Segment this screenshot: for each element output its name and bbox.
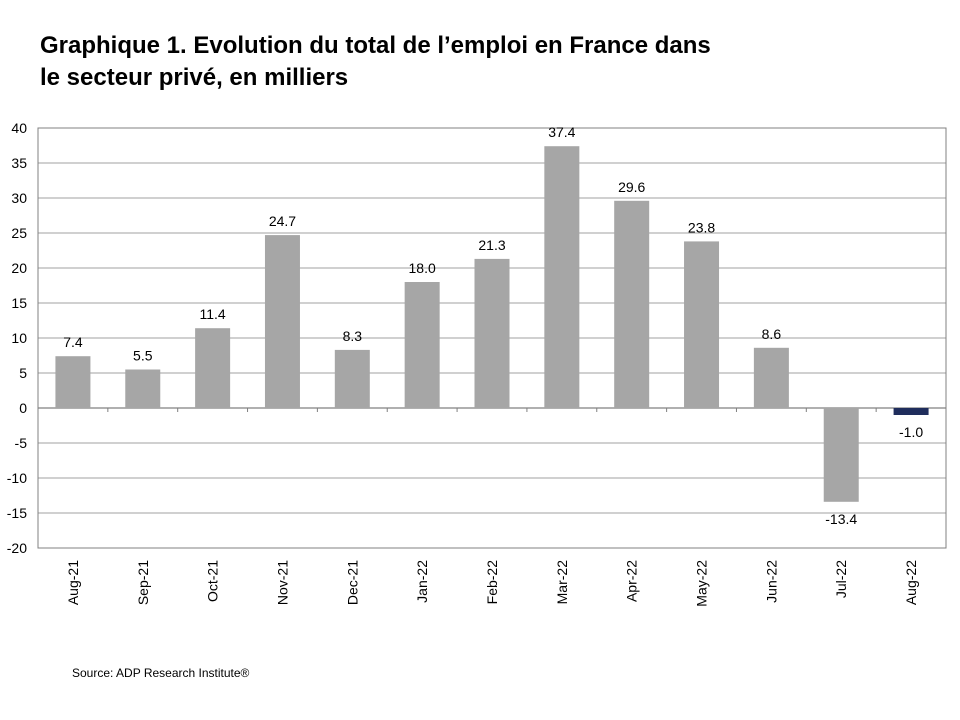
x-tick-label: Dec-21	[344, 560, 360, 605]
y-tick-label: 0	[19, 400, 27, 416]
x-tick-label: Jan-22	[414, 560, 430, 603]
x-tick-label: Jun-22	[763, 560, 779, 603]
y-tick-label: 25	[11, 225, 27, 241]
x-tick-label: May-22	[694, 560, 710, 607]
data-label: 8.6	[762, 326, 782, 342]
y-tick-label: -15	[7, 505, 27, 521]
data-label: 29.6	[618, 179, 645, 195]
chart-title-line-2: le secteur privé, en milliers	[40, 64, 349, 91]
data-label: 5.5	[133, 348, 153, 364]
bar	[334, 349, 370, 408]
data-label: 23.8	[688, 219, 715, 235]
bar	[55, 356, 91, 408]
y-tick-label: 30	[11, 190, 27, 206]
x-tick-label: Sep-21	[135, 560, 151, 605]
x-tick-label: Jul-22	[833, 560, 849, 598]
chart-title-line-1: Graphique 1. Evolution du total de l’emp…	[40, 32, 711, 59]
data-label: -1.0	[899, 424, 923, 440]
x-tick-label: Aug-21	[65, 560, 81, 605]
y-tick-label: -10	[7, 470, 27, 486]
bar	[474, 258, 510, 408]
y-tick-label: 40	[11, 120, 27, 136]
y-tick-label: 15	[11, 295, 27, 311]
source-note: Source: ADP Research Institute®	[72, 666, 250, 680]
bar	[684, 241, 720, 408]
y-tick-label: -5	[15, 435, 28, 451]
plot-frame	[37, 127, 947, 549]
chart-title: Graphique 1. Evolution du total de l’emp…	[40, 30, 840, 94]
x-tick-label: Apr-22	[624, 560, 640, 602]
data-label: 21.3	[478, 237, 505, 253]
data-label: 7.4	[63, 334, 83, 350]
x-tick-label: Aug-22	[903, 560, 919, 605]
bar	[544, 146, 580, 408]
x-tick-label: Feb-22	[484, 560, 500, 605]
y-tick-label: 20	[11, 260, 27, 276]
bar	[264, 235, 300, 408]
x-tick-label: Oct-21	[205, 560, 221, 602]
y-tick-label: 5	[19, 365, 27, 381]
bar	[404, 282, 440, 408]
bar	[614, 200, 650, 408]
y-tick-label: 35	[11, 155, 27, 171]
data-label: -13.4	[825, 511, 857, 527]
bar	[753, 347, 789, 408]
data-label: 37.4	[548, 124, 575, 140]
bar	[893, 408, 929, 415]
bar	[125, 369, 161, 408]
data-label: 24.7	[269, 213, 296, 229]
data-label: 11.4	[200, 306, 226, 322]
bar	[195, 328, 231, 408]
x-tick-label: Nov-21	[274, 560, 290, 605]
x-tick-label: Mar-22	[554, 560, 570, 605]
data-label: 18.0	[409, 260, 436, 276]
y-tick-label: 10	[11, 330, 27, 346]
bar	[823, 408, 859, 502]
y-tick-label: -20	[7, 540, 27, 556]
data-label: 8.3	[343, 328, 363, 344]
